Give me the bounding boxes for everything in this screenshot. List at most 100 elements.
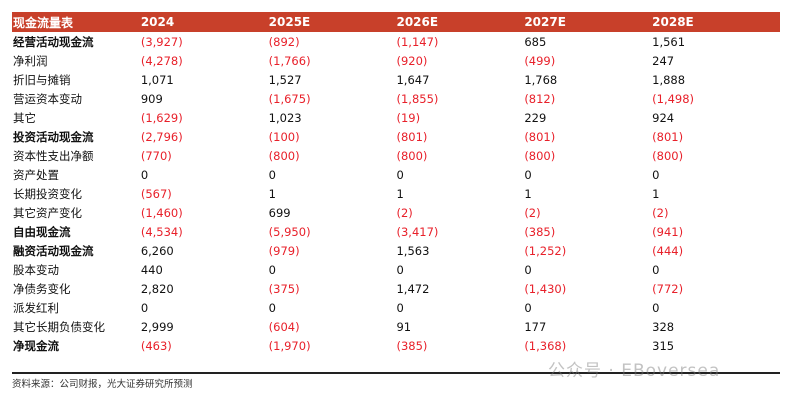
cell-value: 0 [396,167,404,182]
cell-value: 2,820 [140,281,174,296]
cell-value: (463) [140,338,172,353]
cell-value: (1,498) [652,91,695,106]
cell-value: (100) [268,129,300,144]
cell-value: (1,629) [140,110,183,125]
cell-value: 0 [396,262,404,277]
row-label: 融资活动现金流 [13,243,94,258]
cell-value: 6,260 [140,243,174,258]
cell-value: (800) [524,148,556,163]
cell-value: 440 [140,262,163,277]
table-row: 其它资产变化 (1,460) 699 (2) (2) (2) [12,203,780,222]
cell-value: 924 [652,110,675,125]
header-title: 现金流量表 [13,15,74,30]
cell-value: (385) [396,338,428,353]
table-row: 投资活动现金流 (2,796) (100) (801) (801) (801) [12,127,780,146]
cell-value: (1,430) [524,281,567,296]
cell-value: 0 [652,300,660,315]
cell-value: 0 [652,262,660,277]
cell-value: 1 [268,186,276,201]
cell-value: 328 [652,319,675,334]
cell-value: 91 [396,319,412,334]
cell-value: (1,368) [524,338,567,353]
cell-value: 0 [140,167,149,182]
cell-value: (1,675) [268,91,311,106]
cell-value: (1,766) [268,53,311,68]
cell-value: (2,796) [140,129,183,144]
cell-value: (801) [396,129,428,144]
cell-value: (920) [396,53,428,68]
cell-value: (1,460) [140,205,183,220]
cash-flow-table: 现金流量表 2024 2025E 2026E 2027E 2028E 经营活动现… [12,12,780,355]
cell-value: 177 [524,319,547,334]
cell-value: (2) [524,205,541,220]
cell-value: 1 [396,186,404,201]
table-row: 折旧与摊销 1,071 1,527 1,647 1,768 1,888 [12,70,780,89]
cell-value: (385) [524,224,556,239]
row-label: 其它 [13,110,36,125]
cell-value: 1,472 [396,281,430,296]
cell-value: (941) [652,224,684,239]
cell-value: 0 [268,300,276,315]
cell-value: (801) [652,129,684,144]
cell-value: 0 [268,262,276,277]
cell-value: (604) [268,319,300,334]
cell-value: (19) [396,110,421,125]
cell-value: (499) [524,53,556,68]
table-row: 净现金流 (463) (1,970) (385) (1,368) 315 [12,336,780,355]
row-label: 其它资产变化 [13,205,82,220]
cell-value: 699 [268,205,291,220]
row-label: 自由现金流 [13,224,71,239]
cell-value: (4,534) [140,224,183,239]
row-label: 净现金流 [13,338,59,353]
row-label: 经营活动现金流 [13,34,94,49]
header-year: 2025E [268,15,311,29]
cell-value: 0 [268,167,276,182]
cell-value: 0 [396,300,404,315]
row-label: 长期投资变化 [13,186,82,201]
cell-value: 1,888 [652,72,686,87]
cell-value: (1,970) [268,338,311,353]
cell-value: 1,768 [524,72,558,87]
table-row: 股本变动 440 0 0 0 0 [12,260,780,279]
table-row: 经营活动现金流 (3,927) (892) (1,147) 685 1,561 [12,32,780,51]
cell-value: 1,561 [652,34,686,49]
cell-value: 1,023 [268,110,302,125]
cell-value: 1 [524,186,532,201]
cell-value: (567) [140,186,172,201]
header-year: 2028E [652,15,694,29]
row-label: 其它长期负债变化 [13,319,105,334]
table-row: 长期投资变化 (567) 1 1 1 1 [12,184,780,203]
table-row: 融资活动现金流 6,260 (979) 1,563 (1,252) (444) [12,241,780,260]
source-footnote: 资料来源：公司财报，光大证券研究所预测 [12,379,193,390]
row-label: 投资活动现金流 [13,129,94,144]
cell-value: (1,147) [396,34,439,49]
cell-value: (812) [524,91,556,106]
cell-value: 0 [652,167,660,182]
table-header: 现金流量表 2024 2025E 2026E 2027E 2028E [12,12,780,32]
cell-value: (2) [396,205,413,220]
cell-value: (1,252) [524,243,567,258]
cell-value: 0 [524,300,532,315]
table-row: 营运资本变动 909 (1,675) (1,855) (812) (1,498) [12,89,780,108]
table-row: 净利润 (4,278) (1,766) (920) (499) 247 [12,51,780,70]
cell-value: 1,527 [268,72,302,87]
cell-value: 1,071 [140,72,174,87]
table-row: 自由现金流 (4,534) (5,950) (3,417) (385) (941) [12,222,780,241]
header-year: 2024 [140,15,175,29]
row-label: 净债务变化 [13,281,71,296]
cell-value: (3,417) [396,224,439,239]
bottom-rule [12,372,780,374]
cell-value: (4,278) [140,53,183,68]
header-year: 2026E [396,15,439,29]
watermark: 公众号 · EBoversea [548,361,721,381]
cell-value: 247 [652,53,675,68]
table-row: 其它 (1,629) 1,023 (19) 229 924 [12,108,780,127]
cell-value: (2) [652,205,669,220]
row-label: 净利润 [13,53,48,68]
table-row: 其它长期负债变化 2,999 (604) 91 177 328 [12,317,780,336]
table-row: 派发红利 0 0 0 0 0 [12,298,780,317]
cell-value: (444) [652,243,684,258]
cell-value: (801) [524,129,556,144]
cell-value: 0 [524,262,532,277]
header-year: 2027E [524,15,566,29]
